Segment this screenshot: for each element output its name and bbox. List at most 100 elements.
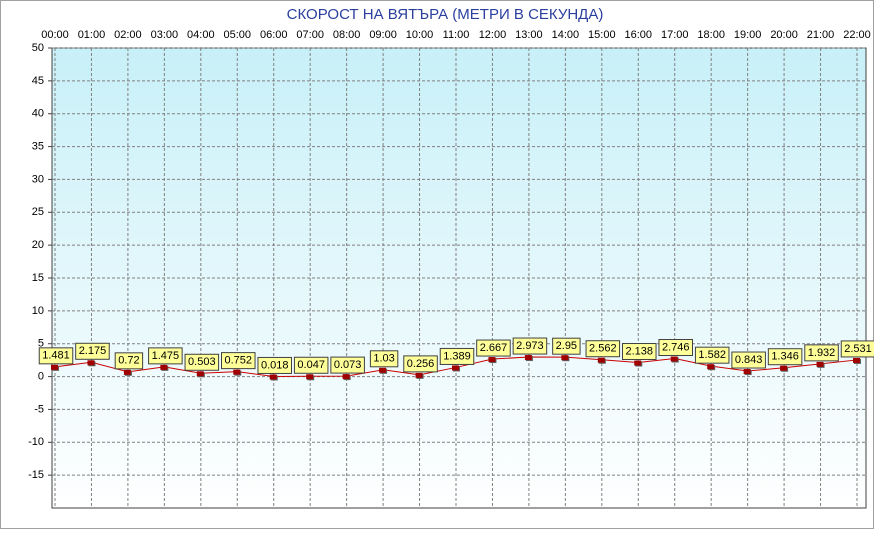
x-tick-label: 07:00 xyxy=(296,29,324,41)
value-label: 0.256 xyxy=(403,355,438,373)
marker xyxy=(196,371,204,377)
x-tick-label: 16:00 xyxy=(625,29,653,41)
x-tick-label: 03:00 xyxy=(151,29,179,41)
value-label: 2.531 xyxy=(840,340,874,358)
y-tick-label: 0 xyxy=(38,370,44,382)
value-label-text: 2.667 xyxy=(480,342,508,354)
value-label-text: 0.72 xyxy=(118,355,139,367)
x-tick-label: 15:00 xyxy=(588,29,616,41)
value-label-text: 0.047 xyxy=(297,359,325,371)
value-label-text: 0.256 xyxy=(407,358,435,370)
value-label: 2.973 xyxy=(512,337,548,355)
x-tick-label: 01:00 xyxy=(78,29,106,41)
x-tick-label: 09:00 xyxy=(369,29,397,41)
x-tick-label: 12:00 xyxy=(479,29,507,41)
marker xyxy=(634,360,642,366)
value-label-text: 0.752 xyxy=(225,355,253,367)
value-label: 2.562 xyxy=(585,340,621,358)
marker xyxy=(488,357,496,363)
value-label: 0.72 xyxy=(114,352,144,370)
marker xyxy=(561,355,569,361)
y-tick-label: -15 xyxy=(28,469,44,481)
x-tick-label: 05:00 xyxy=(224,29,252,41)
value-label-box xyxy=(38,347,74,365)
value-label: 1.03 xyxy=(369,350,399,368)
value-label-box xyxy=(658,339,693,357)
y-tick-label: 15 xyxy=(32,272,44,284)
value-label-text: 2.973 xyxy=(516,340,544,352)
y-tick-label: -10 xyxy=(28,436,44,448)
x-tick-label: 11:00 xyxy=(443,29,470,41)
value-label-text: 1.582 xyxy=(698,349,726,361)
x-tick-label: 04:00 xyxy=(187,29,215,41)
value-label: 0.018 xyxy=(257,356,292,374)
value-label-text: 1.03 xyxy=(373,353,394,365)
marker xyxy=(707,364,715,370)
marker xyxy=(816,361,824,367)
y-tick-label: 30 xyxy=(32,173,44,185)
marker xyxy=(415,372,423,378)
value-label-box xyxy=(552,337,581,355)
x-tick-label: 14:00 xyxy=(552,29,580,41)
value-label-box xyxy=(330,356,365,374)
y-tick-label: 40 xyxy=(32,108,44,120)
y-tick-label: 35 xyxy=(32,140,44,152)
value-label: 0.843 xyxy=(731,351,766,369)
marker xyxy=(670,356,678,362)
marker xyxy=(233,369,241,375)
y-tick-label: 10 xyxy=(32,305,44,317)
value-label: 0.503 xyxy=(184,353,220,371)
value-label-box xyxy=(512,337,548,355)
value-label-text: 0.843 xyxy=(735,354,763,366)
x-tick-label: 21:00 xyxy=(807,29,835,41)
value-label-text: 2.95 xyxy=(556,340,577,352)
marker xyxy=(524,355,532,361)
value-label-box xyxy=(694,346,730,364)
value-label: 2.667 xyxy=(476,339,511,357)
y-tick-label: 50 xyxy=(32,42,44,54)
value-label: 1.932 xyxy=(804,344,839,362)
x-tick-label: 20:00 xyxy=(770,29,798,41)
y-tick-label: 20 xyxy=(32,239,44,251)
value-label: 2.175 xyxy=(75,342,110,360)
value-label-box xyxy=(731,351,766,369)
value-label: 0.073 xyxy=(330,356,365,374)
value-label-box xyxy=(369,350,399,368)
y-tick-label: 45 xyxy=(32,75,44,87)
marker xyxy=(160,364,168,370)
marker xyxy=(743,369,751,375)
marker xyxy=(51,364,58,370)
marker xyxy=(379,367,387,373)
marker xyxy=(269,374,277,380)
value-label-box xyxy=(114,352,144,370)
value-label-box xyxy=(804,344,839,362)
value-label: 1.346 xyxy=(767,348,803,366)
value-label-text: 2.562 xyxy=(589,343,617,355)
value-label-text: 0.018 xyxy=(261,359,289,371)
marker xyxy=(87,360,95,366)
value-label-text: 1.475 xyxy=(152,350,180,362)
value-label-box xyxy=(767,348,803,366)
value-label-text: 2.531 xyxy=(844,343,872,355)
x-tick-label: 02:00 xyxy=(114,29,142,41)
marker xyxy=(306,374,314,380)
y-tick-label: -5 xyxy=(34,403,44,415)
value-label-box xyxy=(257,356,292,374)
y-tick-label: 5 xyxy=(38,338,44,350)
marker xyxy=(853,357,860,363)
value-label: 1.481 xyxy=(38,347,74,365)
x-tick-label: 19:00 xyxy=(734,29,762,41)
value-label: 1.389 xyxy=(439,347,475,365)
chart-title: СКОРОСТ НА ВЯТЪРА (МЕТРИ В СЕКУНДА) xyxy=(287,6,604,23)
value-label-text: 1.481 xyxy=(42,350,70,362)
value-label-box xyxy=(476,339,511,357)
value-label-text: 1.346 xyxy=(771,351,799,363)
x-tick-label: 00:00 xyxy=(41,29,69,41)
value-label-box xyxy=(293,356,329,374)
x-tick-label: 08:00 xyxy=(333,29,361,41)
x-tick-label: 06:00 xyxy=(260,29,288,41)
y-tick-label: 25 xyxy=(32,206,44,218)
value-label: 0.752 xyxy=(221,352,256,370)
value-label-text: 0.073 xyxy=(334,359,362,371)
